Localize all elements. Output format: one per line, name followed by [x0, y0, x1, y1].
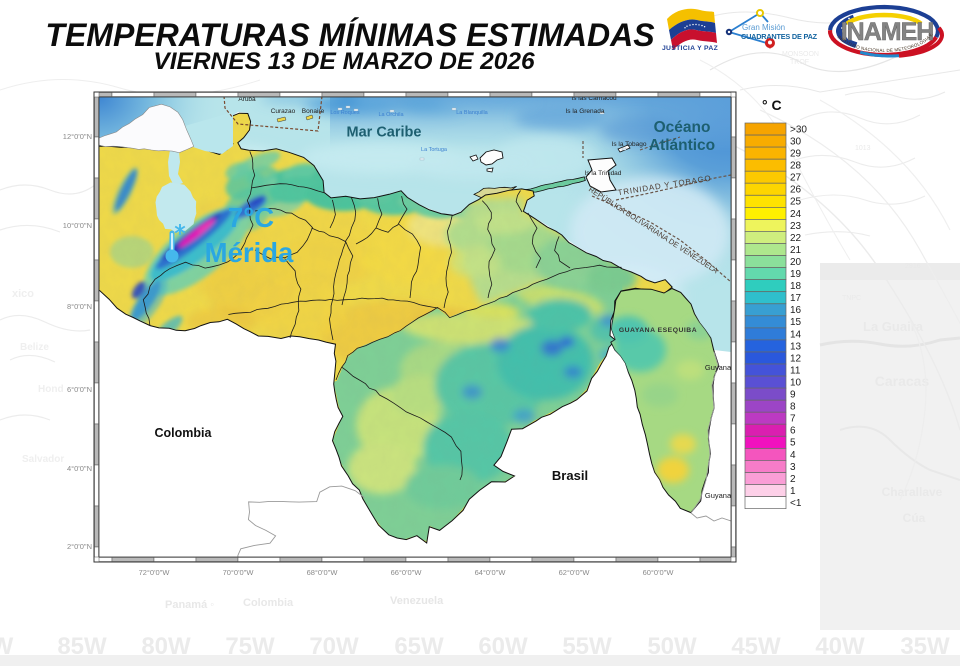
svg-text:28: 28	[790, 161, 802, 172]
svg-text:Mar Caribe: Mar Caribe	[347, 125, 422, 141]
svg-text:Is la Tobago: Is la Tobago	[612, 141, 647, 148]
svg-text:20: 20	[790, 257, 802, 268]
svg-text:Venezuela: Venezuela	[390, 595, 444, 607]
svg-text:Is la Trinidad: Is la Trinidad	[585, 170, 622, 177]
svg-text:17: 17	[790, 293, 802, 304]
svg-text:13: 13	[790, 341, 802, 352]
svg-text:68°0'0"W: 68°0'0"W	[307, 568, 339, 577]
svg-text:Océano: Océano	[654, 119, 711, 136]
svg-text:Salvador: Salvador	[22, 454, 64, 465]
svg-text:Brasil: Brasil	[552, 468, 588, 483]
svg-text:Belize: Belize	[20, 342, 49, 353]
svg-text:TROF: TROF	[790, 59, 809, 66]
svg-text:8: 8	[790, 402, 796, 413]
svg-text:14: 14	[790, 329, 802, 340]
svg-text:1: 1	[790, 486, 796, 497]
svg-text:Guyana: Guyana	[705, 363, 732, 372]
svg-text:23: 23	[790, 221, 802, 232]
svg-text:Colombia: Colombia	[155, 426, 213, 440]
svg-text:19: 19	[790, 269, 802, 280]
svg-text:La Orchila: La Orchila	[378, 112, 404, 118]
svg-text:62°0'0"W: 62°0'0"W	[559, 568, 591, 577]
svg-text:10: 10	[790, 378, 802, 389]
svg-text:1013: 1013	[855, 145, 871, 152]
svg-text:Is la Grenada: Is la Grenada	[565, 108, 604, 115]
svg-text:Atlántico: Atlántico	[649, 137, 715, 154]
svg-text:Is las Carriacou: Is las Carriacou	[571, 95, 617, 102]
svg-text:10°0'0"N: 10°0'0"N	[63, 221, 92, 230]
svg-text:22: 22	[790, 233, 802, 244]
svg-text:3: 3	[790, 462, 796, 473]
svg-text:INAMEH: INAMEH	[841, 18, 934, 46]
svg-text:66°0'0"W: 66°0'0"W	[391, 568, 423, 577]
svg-text:25: 25	[790, 197, 802, 208]
svg-text:6: 6	[790, 426, 796, 437]
svg-text:70°0'0"W: 70°0'0"W	[223, 568, 255, 577]
svg-text:4: 4	[790, 450, 796, 461]
svg-text:CUADRANTES DE PAZ: CUADRANTES DE PAZ	[741, 32, 818, 41]
svg-text:5: 5	[790, 438, 796, 449]
svg-text:15: 15	[790, 317, 802, 328]
svg-text:Hond: Hond	[38, 384, 64, 395]
svg-text:Mérida: Mérida	[205, 237, 294, 268]
svg-text:26: 26	[790, 185, 802, 196]
svg-text:12: 12	[790, 353, 802, 364]
svg-text:Panamá ◦: Panamá ◦	[165, 599, 214, 611]
svg-text:xico: xico	[12, 288, 34, 300]
svg-text:72°0'0"W: 72°0'0"W	[139, 568, 171, 577]
svg-text:11: 11	[790, 365, 801, 376]
svg-text:7: 7	[790, 414, 796, 425]
svg-text:>30: >30	[790, 124, 807, 135]
svg-text:MONSOON: MONSOON	[782, 51, 819, 58]
svg-text:GUAYANA ESEQUIBA: GUAYANA ESEQUIBA	[619, 327, 697, 334]
svg-text:16: 16	[790, 305, 802, 316]
svg-text:2: 2	[790, 474, 796, 485]
svg-text:La Tortuga: La Tortuga	[421, 147, 448, 153]
svg-text:64°0'0"W: 64°0'0"W	[475, 568, 507, 577]
svg-text:Guyana: Guyana	[705, 491, 732, 500]
svg-text:Gran Misión: Gran Misión	[742, 23, 785, 32]
svg-text:7°C: 7°C	[228, 202, 274, 233]
svg-text:Curazao: Curazao	[271, 108, 296, 115]
svg-text:° C: ° C	[762, 97, 782, 113]
svg-text:INSTITUTO NACIONAL DE METEOROL: INSTITUTO NACIONAL DE METEOROLOGIA E HID…	[0, 0, 934, 53]
svg-text:24: 24	[790, 209, 802, 220]
svg-text:Colombia: Colombia	[243, 597, 294, 609]
svg-text:2°0'0"N: 2°0'0"N	[67, 542, 92, 551]
svg-text:29: 29	[790, 149, 802, 160]
svg-text:18: 18	[790, 281, 802, 292]
svg-text:Los Roques: Los Roques	[330, 110, 360, 116]
svg-text:4°0'0"N: 4°0'0"N	[67, 464, 92, 473]
svg-text:Aruba: Aruba	[238, 96, 256, 103]
svg-text:W: W	[0, 633, 14, 660]
svg-text:21: 21	[790, 245, 802, 256]
svg-text:60°0'0"W: 60°0'0"W	[643, 568, 675, 577]
svg-text:30: 30	[790, 137, 802, 148]
svg-text:JUSTICIA Y PAZ: JUSTICIA Y PAZ	[662, 45, 718, 52]
svg-text:TNPC: TNPC	[842, 295, 861, 302]
svg-text:9: 9	[790, 390, 796, 401]
svg-text:Cúa: Cúa	[903, 511, 926, 525]
svg-text:8°0'0"N: 8°0'0"N	[67, 302, 92, 311]
svg-text:6°0'0"N: 6°0'0"N	[67, 385, 92, 394]
svg-text:<1: <1	[790, 498, 802, 509]
svg-text:12°0'0"N: 12°0'0"N	[63, 132, 92, 141]
svg-text:Bonaire: Bonaire	[302, 108, 325, 115]
svg-text:Caracas: Caracas	[875, 373, 930, 389]
svg-text:Charallave: Charallave	[882, 485, 943, 499]
svg-text:La Guaira: La Guaira	[863, 319, 924, 334]
svg-text:27: 27	[790, 173, 802, 184]
svg-text:La Blanquilla: La Blanquilla	[456, 110, 488, 116]
svg-text:2916: 2916	[905, 263, 921, 270]
